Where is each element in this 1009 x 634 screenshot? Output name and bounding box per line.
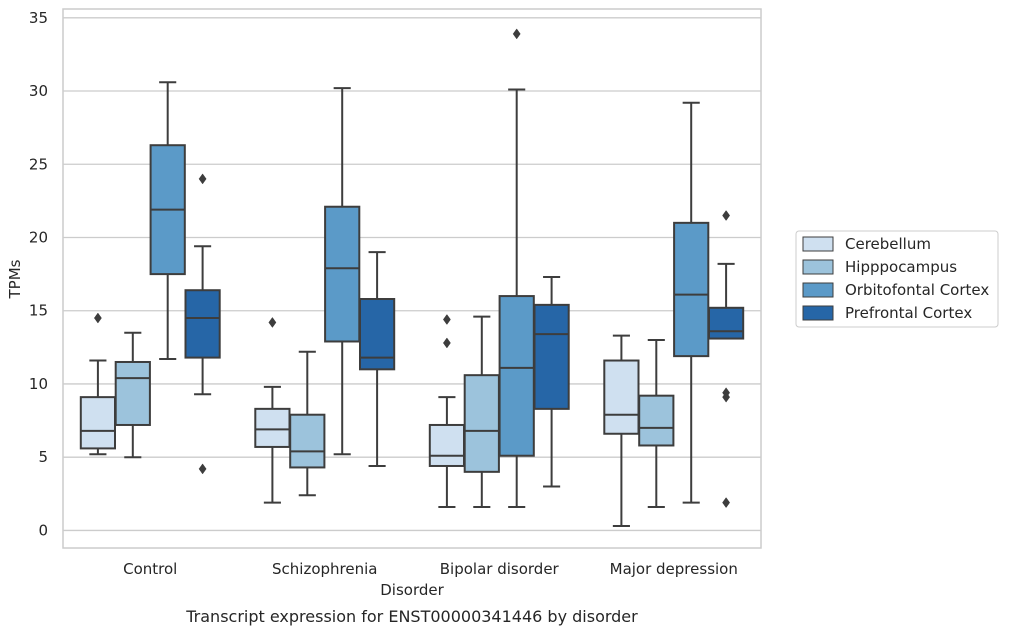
legend-label: Orbitofontal Cortex [845, 281, 989, 299]
legend-swatch [802, 282, 834, 298]
box-group [428, 314, 466, 508]
box-iqr [79, 396, 117, 450]
outlier-point [198, 463, 207, 475]
box-group [673, 101, 710, 504]
box-group [707, 210, 745, 509]
box-group [184, 173, 221, 475]
legend-frame [795, 230, 999, 328]
y-tick-label: 30 [29, 82, 48, 100]
box-iqr [603, 359, 640, 435]
box-iqr [254, 407, 291, 448]
outlier-point [722, 387, 731, 399]
box-group [114, 331, 151, 459]
box-group [289, 350, 326, 497]
outlier-point [722, 210, 731, 221]
box-iqr [533, 303, 570, 410]
y-tick-label: 5 [38, 448, 48, 466]
box-series [79, 28, 745, 528]
outlier-point [442, 314, 451, 325]
gridlines [63, 17, 761, 532]
plot-frame [62, 8, 762, 549]
outlier-point [198, 173, 207, 185]
box-group [324, 87, 361, 456]
box-iqr [707, 306, 745, 340]
box-group [603, 334, 640, 528]
legend-label: Cerebellum [845, 235, 931, 253]
legend-swatch [802, 236, 834, 252]
box-iqr [463, 374, 500, 473]
box-iqr [428, 423, 466, 467]
box-iqr [673, 221, 710, 358]
box-group [79, 312, 117, 456]
box-group [533, 276, 570, 488]
x-tick-label: Major depression [610, 560, 738, 578]
y-tick-label: 15 [29, 302, 48, 320]
outlier-point [268, 317, 277, 328]
legend: Cerebellum Hipppocampus Orbitofontal Corte… [795, 230, 999, 328]
box-iqr [358, 298, 396, 371]
y-axis-label: TPMs [6, 259, 24, 299]
x-tick-label: Schizophrenia [272, 560, 377, 578]
legend-swatch [802, 305, 834, 321]
box-group [149, 81, 186, 361]
y-tick-label: 35 [29, 9, 48, 27]
x-tick-label: Control [123, 560, 177, 578]
legend-label: Prefrontal Cortex [845, 304, 972, 322]
y-tick-label: 25 [29, 155, 48, 173]
box-iqr [638, 394, 675, 447]
y-tick-label: 0 [38, 521, 48, 539]
y-tick-label: 10 [29, 375, 48, 393]
box-iqr [184, 289, 221, 359]
y-tick-labels: 0 5 10 15 20 25 30 35 [29, 9, 48, 540]
box-iqr [324, 205, 361, 343]
chart-caption: Transcript expression for ENST0000034144… [185, 607, 638, 626]
box-iqr [289, 413, 326, 469]
outlier-point [93, 312, 102, 324]
x-tick-label: Bipolar disorder [440, 560, 560, 578]
box-iqr [114, 360, 151, 426]
outlier-point [722, 497, 731, 509]
box-group [358, 251, 396, 467]
box-group [638, 339, 675, 508]
y-tick-label: 20 [29, 228, 48, 246]
box-iqr [498, 295, 535, 457]
legend-swatch [802, 259, 834, 275]
legend-label: Hipppocampus [845, 258, 957, 276]
x-axis-label: Disorder [380, 581, 444, 599]
outlier-point [512, 28, 521, 40]
x-tick-labels: Control Schizophrenia Bipolar disorder Majo… [123, 560, 738, 578]
outlier-point [442, 337, 451, 349]
